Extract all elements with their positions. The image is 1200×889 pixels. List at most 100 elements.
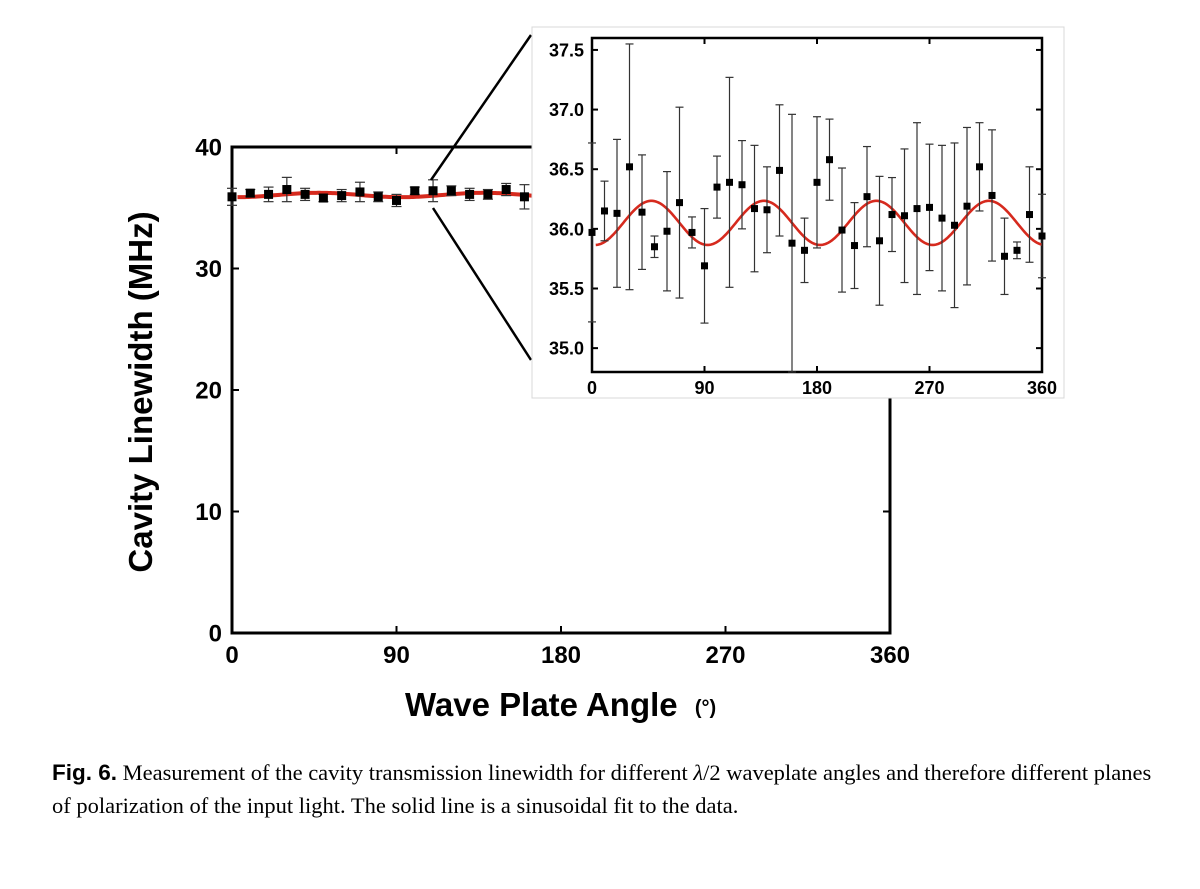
- data-point: [788, 113, 796, 373]
- data-point: [336, 188, 347, 203]
- data-marker: [245, 188, 255, 198]
- x-tick-label: 270: [914, 378, 944, 398]
- x-tick-label: 90: [383, 642, 410, 669]
- data-point: [354, 181, 365, 203]
- x-tick-label: 180: [541, 642, 581, 669]
- data-marker: [688, 228, 696, 236]
- data-point: [775, 104, 784, 237]
- data-marker: [851, 242, 858, 250]
- data-point: [900, 148, 909, 284]
- data-marker: [428, 186, 438, 196]
- data-marker: [713, 183, 721, 191]
- data-point: [700, 207, 709, 324]
- data-marker: [1026, 211, 1033, 219]
- data-point: [988, 129, 996, 262]
- data-marker: [601, 207, 608, 215]
- data-point: [428, 179, 439, 203]
- y-tick-label: 0: [209, 621, 222, 648]
- data-point: [725, 76, 734, 288]
- caption-math: λ: [693, 760, 704, 785]
- figure: 0 90 180 270 360 0 10 20 30 40 Cavity Linewidth (…: [122, 26, 1065, 723]
- y-tick-label: 37.0: [549, 100, 584, 120]
- data-point: [800, 217, 809, 284]
- y-tick-label: 40: [195, 135, 222, 162]
- x-tick-label: 360: [870, 642, 910, 669]
- data-marker: [626, 163, 633, 171]
- data-point: [875, 175, 884, 306]
- data-marker: [826, 156, 833, 164]
- data-point: [750, 144, 759, 273]
- data-marker: [1038, 232, 1046, 240]
- y-tick-label: 10: [195, 499, 222, 526]
- data-marker: [300, 189, 310, 199]
- data-marker: [227, 192, 237, 202]
- main-x-axis-label: Wave Plate Angle (°): [405, 686, 716, 723]
- data-point: [975, 122, 984, 212]
- main-y-axis-label: Cavity Linewidth (MHz): [122, 211, 159, 572]
- data-point: [373, 191, 384, 203]
- data-point: [501, 182, 512, 197]
- x-tick-label: 360: [1027, 378, 1057, 398]
- data-marker: [701, 262, 708, 270]
- data-marker: [888, 211, 896, 219]
- data-point: [1025, 166, 1034, 263]
- data-marker: [863, 193, 871, 201]
- data-marker: [373, 192, 383, 202]
- data-marker: [926, 203, 933, 211]
- data-marker: [446, 186, 456, 196]
- data-marker: [813, 178, 821, 186]
- caption-label: Fig. 6.: [52, 760, 118, 785]
- data-marker: [801, 246, 808, 254]
- data-point: [600, 180, 609, 242]
- data-marker: [1001, 252, 1008, 260]
- data-point: [281, 176, 292, 203]
- y-tick-label: 35.5: [549, 279, 584, 299]
- x-tick-label: 90: [694, 378, 714, 398]
- data-point: [888, 176, 896, 253]
- data-point: [625, 43, 634, 291]
- main-x-axis-unit: (°): [695, 697, 716, 719]
- caption-text-1: Measurement of the cavity transmission l…: [117, 760, 694, 785]
- data-point: [1000, 217, 1009, 296]
- data-point: [482, 188, 493, 200]
- data-point: [838, 167, 846, 293]
- inset-plot: 0 90 180 270 360 35.0 35.5 36.0 36.5 37.0 37.5: [549, 38, 1057, 398]
- data-marker: [501, 185, 511, 195]
- data-point: [675, 106, 684, 299]
- data-point: [713, 155, 721, 219]
- data-marker: [738, 181, 746, 189]
- data-marker: [951, 221, 958, 229]
- data-marker: [976, 163, 983, 171]
- main-x-axis-label-text: Wave Plate Angle: [405, 686, 678, 723]
- x-tick-label: 0: [225, 642, 238, 669]
- data-marker: [763, 206, 771, 214]
- data-marker: [588, 228, 596, 236]
- data-marker: [519, 192, 529, 202]
- data-point: [763, 166, 771, 254]
- inset-panel-background: [531, 26, 1065, 399]
- data-marker: [465, 189, 475, 199]
- fit-curve: [595, 199, 1043, 247]
- data-point: [1013, 241, 1021, 260]
- data-marker: [651, 243, 658, 251]
- main-plot: 0 90 180 270 360 0 10 20 30 40: [195, 135, 910, 669]
- data-marker: [264, 189, 274, 199]
- data-point: [663, 171, 671, 292]
- y-tick-label: 36.0: [549, 219, 584, 239]
- data-point: [227, 187, 237, 206]
- data-marker: [663, 227, 671, 235]
- data-point: [519, 184, 530, 210]
- data-point: [825, 118, 834, 201]
- y-tick-label: 37.5: [549, 40, 584, 60]
- data-point: [464, 187, 475, 202]
- y-tick-label: 35.0: [549, 339, 584, 359]
- x-tick-label: 270: [705, 642, 745, 669]
- data-marker: [913, 205, 921, 213]
- data-point: [688, 216, 696, 249]
- data-point: [813, 116, 821, 249]
- data-point: [613, 138, 621, 288]
- data-point: [850, 202, 859, 290]
- data-marker: [638, 208, 646, 216]
- y-tick-label: 30: [195, 256, 222, 283]
- data-marker: [726, 178, 733, 186]
